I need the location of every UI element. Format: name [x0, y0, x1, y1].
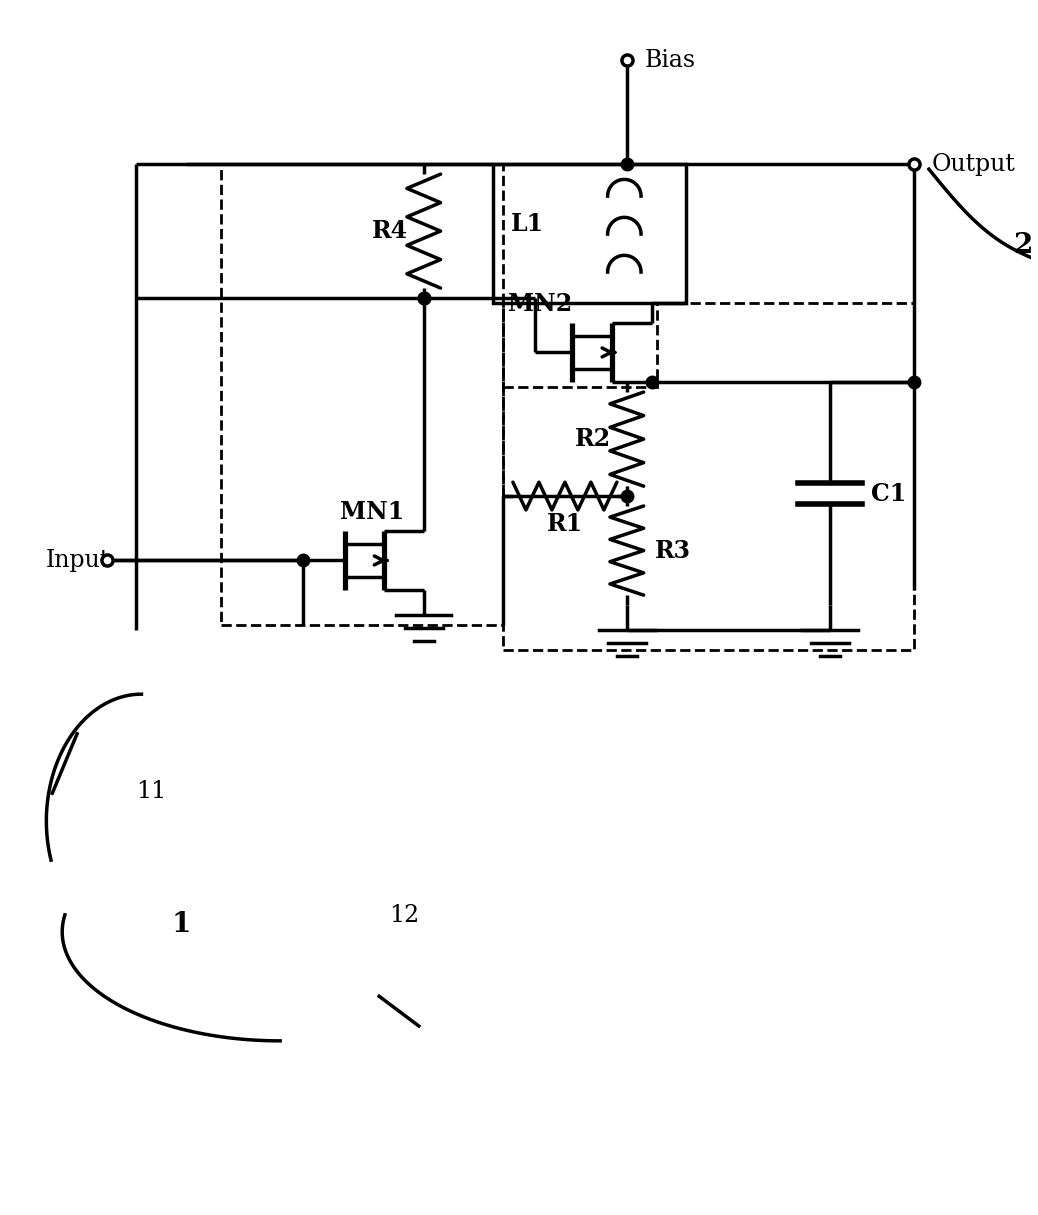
- Text: R1: R1: [547, 512, 583, 536]
- Bar: [493, 164, 686, 303]
- Text: C1: C1: [872, 481, 907, 505]
- Text: R2: R2: [575, 428, 611, 451]
- Text: MN1: MN1: [339, 499, 404, 524]
- Text: 2: 2: [1013, 232, 1033, 259]
- Text: MN2: MN2: [508, 292, 572, 316]
- Text: Output: Output: [932, 153, 1016, 176]
- Text: 12: 12: [389, 904, 419, 927]
- Text: 11: 11: [137, 780, 167, 803]
- Text: R4: R4: [373, 219, 408, 243]
- Bar: [221, 164, 503, 625]
- Text: Input: Input: [46, 549, 110, 572]
- Text: L1: L1: [511, 211, 544, 236]
- Text: Bias: Bias: [645, 49, 695, 72]
- Bar: [503, 303, 656, 388]
- Text: 1: 1: [171, 911, 191, 938]
- Text: R3: R3: [655, 538, 690, 563]
- Bar: [503, 303, 914, 650]
